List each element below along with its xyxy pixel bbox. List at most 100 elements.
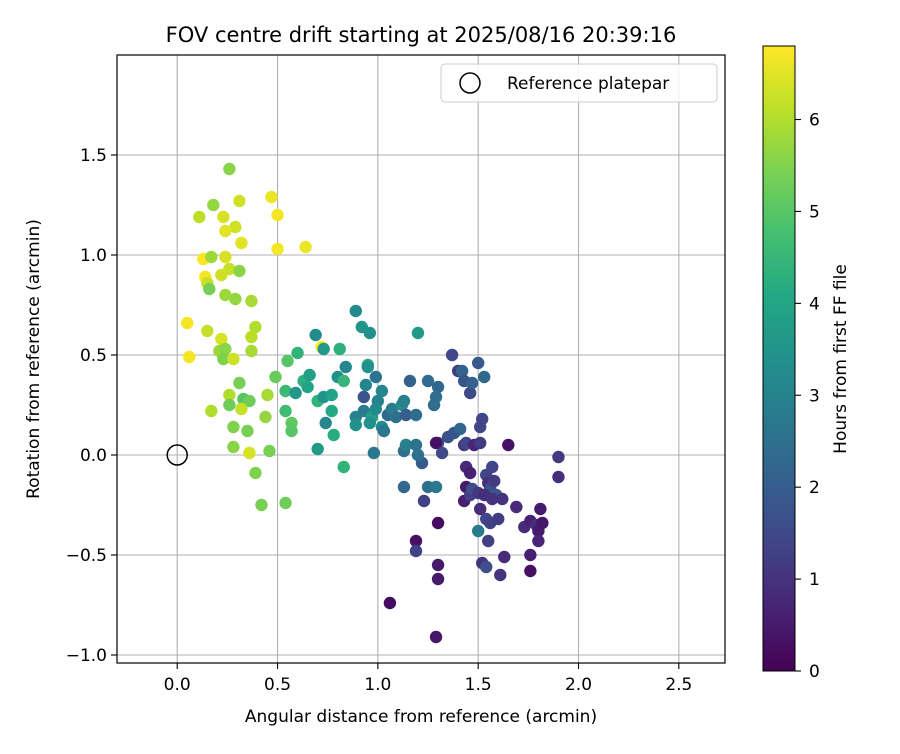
- data-point: [181, 316, 194, 330]
- data-point: [431, 516, 445, 530]
- data-point: [427, 398, 441, 412]
- data-point: [453, 422, 467, 436]
- colorbar-gradient: [762, 45, 796, 672]
- data-point: [299, 240, 312, 254]
- y-tick-label: 0.5: [80, 346, 107, 366]
- reference-marker-group: [166, 444, 188, 466]
- data-point: [429, 630, 443, 644]
- data-point: [233, 376, 246, 390]
- data-point: [219, 288, 232, 302]
- x-axis-ticks: 0.0 0.5 1.0 1.5 2.0 2.5: [164, 663, 692, 695]
- data-point: [399, 438, 413, 452]
- data-point: [245, 330, 258, 344]
- data-point: [289, 386, 302, 400]
- data-point: [233, 264, 246, 278]
- data-point: [482, 534, 495, 548]
- data-point: [473, 502, 487, 516]
- data-point: [510, 500, 523, 514]
- data-point: [223, 388, 236, 402]
- data-point: [465, 376, 479, 390]
- legend-entry-reference-platepar: Reference platepar: [507, 74, 669, 94]
- data-point: [536, 516, 549, 530]
- data-point: [235, 402, 248, 416]
- data-point: [241, 424, 254, 438]
- data-point: [193, 210, 206, 224]
- colorbar-tick-label: 3: [809, 386, 820, 406]
- data-point: [317, 342, 330, 356]
- data-point: [229, 220, 242, 234]
- data-point: [269, 370, 282, 384]
- data-point: [471, 524, 485, 538]
- y-tick-label: −1.0: [66, 646, 107, 666]
- data-point: [227, 420, 240, 434]
- data-point: [227, 440, 240, 454]
- data-point: [421, 374, 435, 388]
- x-tick-label: 1.0: [364, 675, 391, 695]
- data-point: [476, 412, 489, 426]
- colorbar: 0 1 2 3 4 5 6 Hours from first FF file: [762, 45, 851, 682]
- data-point: [207, 198, 220, 212]
- data-point: [219, 342, 232, 356]
- data-point: [429, 436, 443, 450]
- data-point: [215, 332, 228, 346]
- data-point: [480, 560, 493, 574]
- y-axis-ticks: −1.0 −0.5 0.0 0.5 1.0 1.5: [66, 146, 117, 666]
- data-point: [389, 410, 403, 424]
- y-tick-label: −0.5: [66, 546, 107, 566]
- data-point: [271, 242, 284, 256]
- data-point: [417, 494, 431, 508]
- data-point: [361, 360, 375, 374]
- plot-frame: [116, 54, 726, 664]
- data-point: [409, 408, 423, 422]
- colorbar-tick-label: 2: [809, 478, 820, 498]
- data-point: [291, 346, 304, 360]
- data-point: [333, 342, 346, 356]
- data-point: [245, 344, 258, 358]
- data-point: [249, 320, 262, 334]
- data-point: [403, 374, 417, 388]
- data-point: [478, 370, 491, 384]
- data-point: [309, 328, 322, 342]
- data-point: [498, 550, 511, 564]
- data-point: [409, 544, 423, 558]
- colorbar-label: Hours from first FF file: [831, 264, 851, 454]
- y-tick-label: 0.0: [80, 446, 107, 466]
- data-point: [367, 446, 381, 460]
- y-axis-label: Rotation from reference (arcmin): [24, 219, 44, 499]
- colorbar-tick-label: 6: [809, 111, 820, 131]
- data-point: [357, 390, 371, 404]
- data-point: [534, 502, 547, 516]
- data-point: [219, 250, 232, 264]
- data-point: [359, 378, 373, 392]
- legend-reference-marker-icon: [459, 72, 481, 94]
- data-point: [217, 210, 230, 224]
- data-point: [375, 384, 389, 398]
- data-point: [363, 326, 377, 340]
- data-point: [349, 304, 362, 318]
- data-point: [494, 568, 507, 582]
- data-point: [249, 466, 262, 480]
- data-point: [227, 352, 240, 366]
- data-point: [301, 380, 314, 394]
- data-point: [411, 448, 425, 462]
- colorbar-tick-label: 5: [809, 202, 820, 222]
- plot-area: [117, 55, 725, 663]
- data-point: [271, 208, 284, 222]
- data-point: [327, 428, 340, 442]
- data-point: [205, 404, 218, 418]
- colorbar-ticks: 0 1 2 3 4 5 6: [795, 111, 820, 682]
- x-axis-label: Angular distance from reference (arcmin): [245, 707, 597, 727]
- data-point: [245, 294, 258, 308]
- data-point: [488, 474, 501, 488]
- data-point: [473, 436, 487, 450]
- data-point: [203, 282, 216, 296]
- data-point: [532, 534, 545, 548]
- x-tick-label: 0.5: [264, 675, 291, 695]
- data-point: [255, 498, 268, 512]
- data-point: [409, 534, 423, 548]
- data-point: [337, 374, 350, 388]
- data-point: [431, 558, 445, 572]
- data-point: [281, 354, 294, 368]
- data-point: [349, 418, 362, 432]
